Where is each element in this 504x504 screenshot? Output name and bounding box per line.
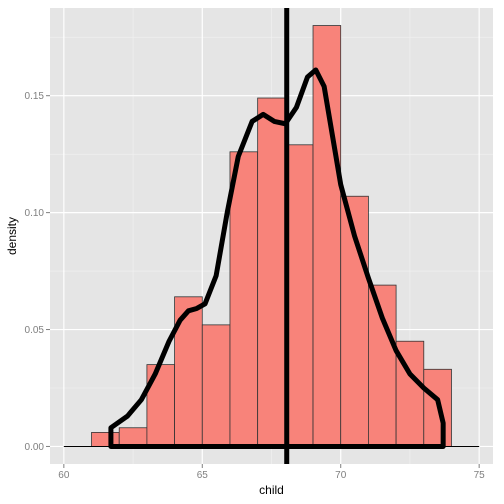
y-tick-label: 0.05 [25,325,45,336]
x-tick-label: 65 [197,470,209,481]
histogram-bar [284,144,314,447]
y-axis-ticks: 0.00 0.05 0.10 0.15 [25,91,50,453]
x-tick-label: 75 [474,470,486,481]
x-axis-ticks: 60 65 70 75 [58,464,485,481]
histogram-bar [118,427,148,447]
y-tick-label: 0.10 [25,208,45,219]
y-tick-label: 0.15 [25,91,45,102]
y-axis-title: density [5,217,19,255]
histogram-bar [201,324,231,447]
x-axis-title: child [259,483,284,497]
y-tick-label: 0.00 [25,442,45,453]
histogram-bar [229,151,259,447]
histogram-bar [368,284,397,447]
x-tick-label: 70 [335,470,347,481]
histogram-bars [91,25,452,447]
histogram-bar [257,97,286,447]
x-tick-label: 60 [58,470,70,481]
